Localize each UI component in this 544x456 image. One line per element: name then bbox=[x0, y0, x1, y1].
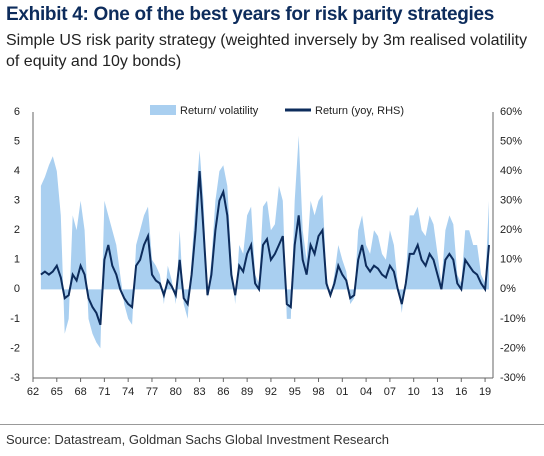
x-tick-label: 16 bbox=[455, 386, 467, 398]
x-tick-label: 92 bbox=[265, 386, 277, 398]
x-tick-label: 65 bbox=[51, 386, 63, 398]
y-tick-label: 5 bbox=[14, 135, 20, 147]
divider bbox=[0, 424, 544, 425]
legend-label: Return/ volatility bbox=[180, 105, 259, 117]
legend-label: Return (yoy, RHS) bbox=[315, 105, 404, 117]
y2-tick-label: 40% bbox=[500, 165, 522, 177]
y-tick-label: 6 bbox=[14, 106, 20, 118]
x-tick-label: 77 bbox=[146, 386, 158, 398]
y-tick-label: 2 bbox=[14, 224, 20, 236]
y2-tick-label: -20% bbox=[500, 342, 526, 354]
x-tick-label: 71 bbox=[98, 386, 110, 398]
y2-tick-label: 10% bbox=[500, 254, 522, 266]
y2-tick-label: 50% bbox=[500, 135, 522, 147]
x-tick-label: 13 bbox=[431, 386, 443, 398]
y-tick-label: -3 bbox=[10, 372, 20, 384]
chart: -3-2-10123456-30%-20%-10%0%10%20%30%40%5… bbox=[10, 105, 526, 398]
x-tick-label: 68 bbox=[74, 386, 86, 398]
x-tick-label: 83 bbox=[193, 386, 205, 398]
x-tick-label: 74 bbox=[122, 386, 134, 398]
y2-tick-label: 30% bbox=[500, 195, 522, 207]
y-tick-label: 1 bbox=[14, 254, 20, 266]
x-tick-label: 95 bbox=[289, 386, 301, 398]
x-tick-label: 01 bbox=[336, 386, 348, 398]
y-tick-label: 0 bbox=[14, 283, 20, 295]
source-note: Source: Datastream, Goldman Sachs Global… bbox=[6, 432, 389, 447]
x-tick-label: 07 bbox=[384, 386, 396, 398]
x-tick-label: 62 bbox=[27, 386, 39, 398]
legend-swatch bbox=[150, 105, 176, 115]
y2-tick-label: 0% bbox=[500, 283, 516, 295]
x-tick-label: 19 bbox=[479, 386, 491, 398]
y-tick-label: 4 bbox=[14, 165, 20, 177]
y-tick-label: -1 bbox=[10, 313, 20, 325]
y-tick-label: -2 bbox=[10, 342, 20, 354]
x-tick-label: 86 bbox=[217, 386, 229, 398]
y2-tick-label: 20% bbox=[500, 224, 522, 236]
x-tick-label: 98 bbox=[312, 386, 324, 398]
y2-tick-label: -10% bbox=[500, 313, 526, 325]
x-tick-label: 04 bbox=[360, 386, 372, 398]
x-tick-label: 10 bbox=[408, 386, 420, 398]
y2-tick-label: -30% bbox=[500, 372, 526, 384]
chart-title: Exhibit 4: One of the best years for ris… bbox=[6, 4, 495, 25]
chart-subtitle: Simple US risk parity strategy (weighted… bbox=[6, 32, 528, 70]
line bbox=[40, 171, 490, 326]
y2-tick-label: 60% bbox=[500, 106, 522, 118]
x-tick-label: 80 bbox=[170, 386, 182, 398]
x-tick-label: 89 bbox=[241, 386, 253, 398]
y-tick-label: 3 bbox=[14, 195, 20, 207]
